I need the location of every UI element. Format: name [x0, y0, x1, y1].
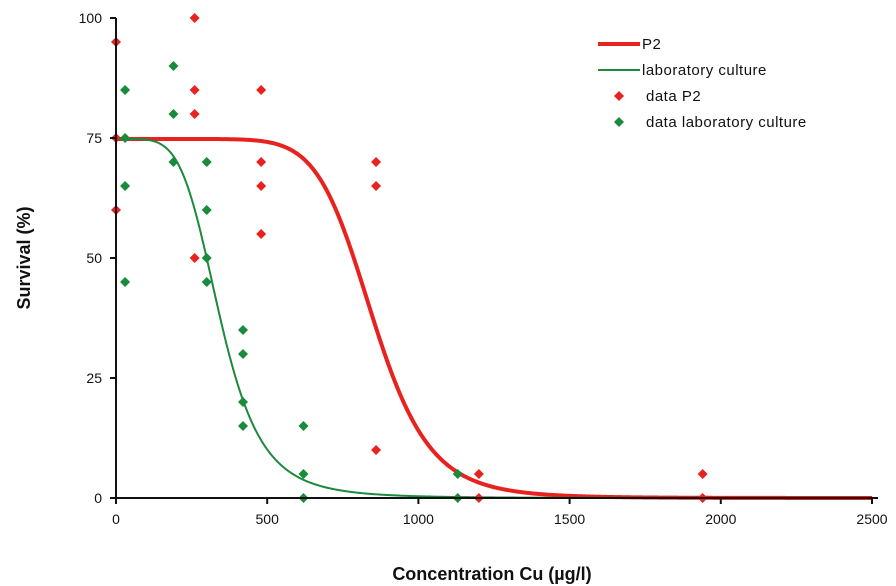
marker-data-p2 — [189, 13, 200, 23]
fit-curve-laboratory-culture — [116, 137, 872, 499]
x-tick-label: 2000 — [705, 511, 736, 527]
legend-marker-swatch — [614, 117, 624, 127]
y-tick-label: 50 — [86, 250, 102, 266]
x-axis-title: Concentration Cu (µg/l) — [392, 564, 591, 584]
marker-data-laboratory-culture — [298, 469, 309, 479]
legend-marker-swatch — [614, 91, 624, 101]
legend-label: data laboratory culture — [646, 114, 807, 131]
marker-data-laboratory-culture — [238, 349, 249, 359]
marker-data-laboratory-culture — [201, 205, 212, 215]
y-tick-label: 75 — [86, 130, 102, 146]
legend-label: data P2 — [646, 88, 701, 105]
marker-data-p2 — [189, 109, 200, 119]
marker-data-laboratory-culture — [452, 469, 463, 479]
marker-data-p2 — [371, 445, 382, 455]
marker-data-laboratory-culture — [298, 421, 309, 431]
y-axis-title: Survival (%) — [14, 206, 34, 309]
x-tick-label: 500 — [256, 511, 280, 527]
marker-data-laboratory-culture — [201, 277, 212, 287]
marker-data-p2 — [189, 85, 200, 95]
legend-label: P2 — [642, 36, 661, 53]
marker-data-laboratory-culture — [168, 61, 179, 71]
y-tick-label: 100 — [79, 10, 103, 26]
marker-data-p2 — [256, 157, 267, 167]
marker-data-laboratory-culture — [120, 85, 131, 95]
x-tick-label: 2500 — [856, 511, 887, 527]
marker-data-laboratory-culture — [238, 397, 249, 407]
marker-data-laboratory-culture — [201, 253, 212, 263]
marker-data-laboratory-culture — [120, 277, 131, 287]
marker-data-laboratory-culture — [120, 181, 131, 191]
fit-curves — [116, 136, 872, 500]
marker-data-laboratory-culture — [238, 421, 249, 431]
x-axis-ticks: 0 500 1000 1500 2000 2500 — [112, 498, 888, 527]
marker-data-p2 — [256, 85, 267, 95]
y-axis-ticks: 0 25 50 75 100 — [79, 10, 116, 506]
y-tick-label: 25 — [86, 370, 102, 386]
marker-data-laboratory-culture — [238, 325, 249, 335]
marker-data-laboratory-culture — [168, 109, 179, 119]
y-tick-label: 0 — [94, 490, 102, 506]
marker-data-laboratory-culture — [201, 157, 212, 167]
marker-data-p2 — [371, 181, 382, 191]
x-tick-label: 1500 — [554, 511, 585, 527]
legend: P2 laboratory culture data P2 data laborato… — [598, 36, 807, 131]
marker-data-p2 — [371, 157, 382, 167]
x-tick-label: 1000 — [403, 511, 434, 527]
marker-data-laboratory-culture — [168, 157, 179, 167]
marker-data-p2 — [256, 181, 267, 191]
marker-data-laboratory-culture — [120, 133, 131, 143]
fit-curve-p2 — [116, 136, 872, 500]
data-markers — [111, 13, 708, 503]
marker-data-p2 — [256, 229, 267, 239]
marker-data-p2 — [697, 469, 708, 479]
plot-area: 0 500 1000 1500 2000 2500 0 25 50 75 100 — [79, 10, 888, 527]
x-tick-label: 0 — [112, 511, 120, 527]
marker-data-p2 — [189, 253, 200, 263]
marker-data-p2 — [473, 469, 484, 479]
legend-label: laboratory culture — [642, 62, 767, 79]
